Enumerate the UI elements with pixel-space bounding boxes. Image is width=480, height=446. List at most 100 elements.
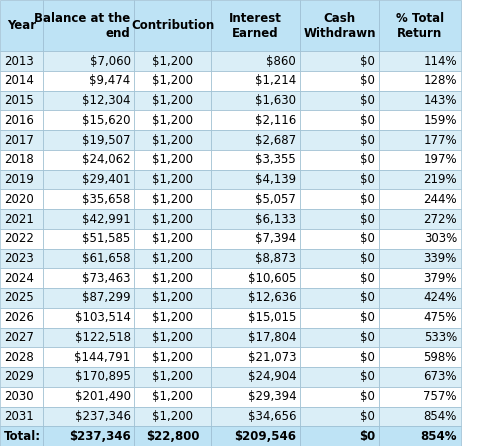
Bar	[134, 426, 211, 446]
Text: $73,463: $73,463	[82, 272, 131, 285]
Bar	[43, 288, 134, 308]
Text: 219%: 219%	[423, 173, 457, 186]
Bar	[0, 150, 43, 169]
Bar	[0, 308, 43, 327]
Text: $1,200: $1,200	[152, 272, 193, 285]
Bar	[43, 387, 134, 407]
Text: 2028: 2028	[4, 351, 34, 363]
Bar	[211, 111, 300, 130]
Bar	[300, 327, 379, 347]
Bar	[0, 248, 43, 268]
Bar	[300, 367, 379, 387]
Bar	[0, 387, 43, 407]
Bar	[379, 288, 461, 308]
Bar	[43, 150, 134, 169]
Bar	[211, 308, 300, 327]
Text: $19,507: $19,507	[82, 134, 131, 147]
Bar	[0, 347, 43, 367]
Text: $61,658: $61,658	[82, 252, 131, 265]
Text: $0: $0	[360, 232, 375, 245]
Bar	[211, 426, 300, 446]
Text: 2019: 2019	[4, 173, 34, 186]
Bar	[379, 248, 461, 268]
Bar	[0, 426, 43, 446]
Text: Balance at the
end: Balance at the end	[34, 12, 131, 40]
Text: $1,200: $1,200	[152, 410, 193, 423]
Bar	[211, 327, 300, 347]
Text: $0: $0	[360, 193, 375, 206]
Text: 2018: 2018	[4, 153, 34, 166]
Text: 854%: 854%	[420, 429, 457, 442]
Text: $103,514: $103,514	[75, 311, 131, 324]
Text: 2015: 2015	[4, 94, 34, 107]
Bar	[300, 387, 379, 407]
Text: 2030: 2030	[4, 390, 34, 403]
Text: 2025: 2025	[4, 292, 34, 305]
Text: $1,200: $1,200	[152, 74, 193, 87]
Text: $170,895: $170,895	[75, 371, 131, 384]
Bar	[300, 268, 379, 288]
Text: $35,658: $35,658	[82, 193, 131, 206]
Text: Total:: Total:	[4, 429, 41, 442]
Bar	[211, 150, 300, 169]
Text: $1,200: $1,200	[152, 331, 193, 344]
Bar	[300, 426, 379, 446]
Text: 114%: 114%	[423, 55, 457, 68]
Text: $51,585: $51,585	[82, 232, 131, 245]
Text: $0: $0	[360, 55, 375, 68]
Bar	[134, 308, 211, 327]
Text: $1,200: $1,200	[152, 114, 193, 127]
Text: 673%: 673%	[423, 371, 457, 384]
Text: Interest
Earned: Interest Earned	[229, 12, 282, 40]
Bar	[43, 308, 134, 327]
Bar	[43, 209, 134, 229]
Text: $24,062: $24,062	[82, 153, 131, 166]
Text: $0: $0	[360, 252, 375, 265]
Text: $1,214: $1,214	[255, 74, 296, 87]
Text: 177%: 177%	[423, 134, 457, 147]
Text: $9,474: $9,474	[89, 74, 131, 87]
Bar	[134, 248, 211, 268]
Bar	[43, 229, 134, 249]
Bar	[379, 111, 461, 130]
Bar	[300, 51, 379, 71]
Text: $3,355: $3,355	[255, 153, 296, 166]
Bar	[379, 209, 461, 229]
Bar	[0, 209, 43, 229]
Text: $1,200: $1,200	[152, 351, 193, 363]
Bar	[134, 229, 211, 249]
Text: $0: $0	[360, 410, 375, 423]
Bar	[211, 367, 300, 387]
Text: $0: $0	[360, 94, 375, 107]
Bar	[211, 130, 300, 150]
Text: Year: Year	[7, 19, 36, 32]
Bar	[0, 111, 43, 130]
Bar	[300, 229, 379, 249]
Bar	[300, 130, 379, 150]
Text: $0: $0	[360, 213, 375, 226]
Bar	[134, 51, 211, 71]
Text: $17,804: $17,804	[248, 331, 296, 344]
Bar	[379, 150, 461, 169]
Text: $15,620: $15,620	[82, 114, 131, 127]
Bar	[43, 0, 134, 51]
Text: 143%: 143%	[423, 94, 457, 107]
Text: 2021: 2021	[4, 213, 34, 226]
Bar	[134, 327, 211, 347]
Bar	[43, 268, 134, 288]
Bar	[43, 347, 134, 367]
Bar	[379, 169, 461, 190]
Bar	[379, 387, 461, 407]
Text: 2017: 2017	[4, 134, 34, 147]
Bar	[43, 190, 134, 209]
Bar	[300, 91, 379, 111]
Text: 533%: 533%	[424, 331, 457, 344]
Text: $10,605: $10,605	[248, 272, 296, 285]
Text: $8,873: $8,873	[255, 252, 296, 265]
Text: $24,904: $24,904	[248, 371, 296, 384]
Bar	[379, 367, 461, 387]
Text: $122,518: $122,518	[74, 331, 131, 344]
Bar	[43, 130, 134, 150]
Text: $7,394: $7,394	[255, 232, 296, 245]
Bar	[0, 367, 43, 387]
